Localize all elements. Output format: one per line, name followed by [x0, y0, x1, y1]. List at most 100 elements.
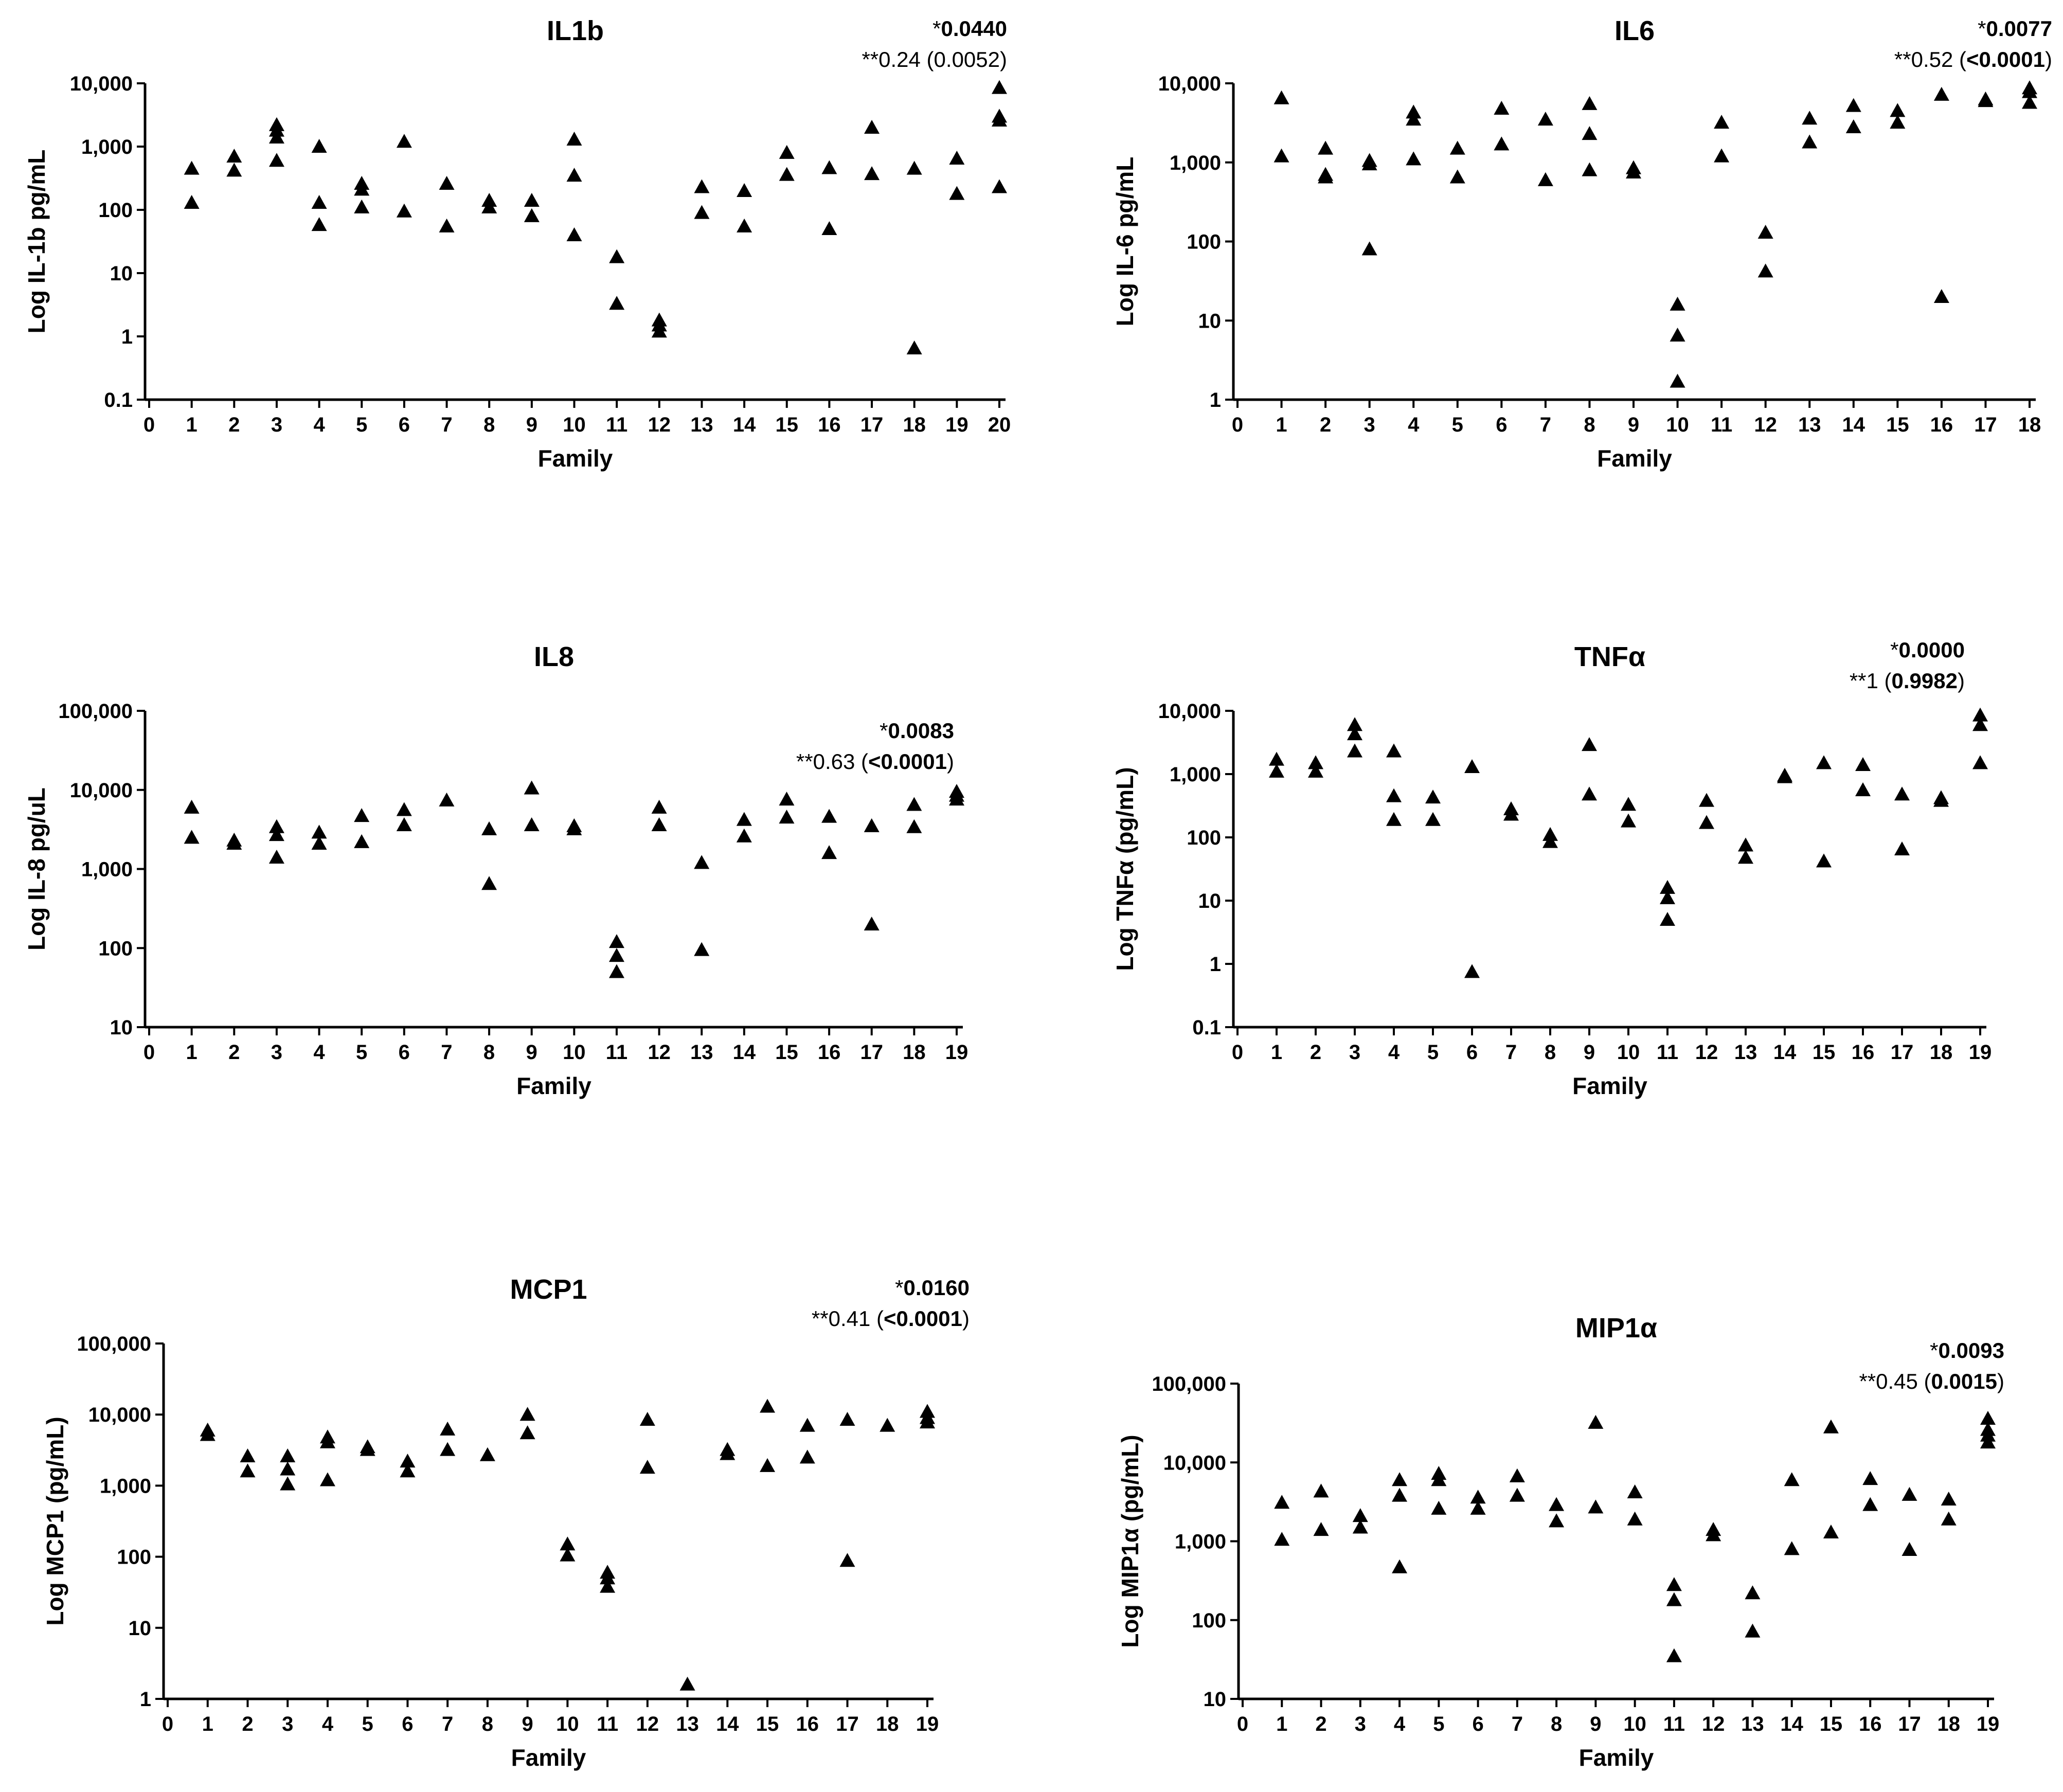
data-point-triangle [1816, 755, 1832, 769]
data-point-triangle [184, 830, 200, 844]
data-point-triangle [1823, 1419, 1839, 1433]
x-tick-label: 11 [606, 414, 627, 436]
x-tick-label: 9 [1590, 1713, 1601, 1735]
y-tick-label: 1,000 [100, 1475, 151, 1497]
y-tick-label: 10,000 [1158, 700, 1221, 723]
data-point-triangle [566, 131, 582, 146]
data-point-triangle [1862, 1471, 1878, 1485]
data-point-triangle [1582, 162, 1598, 176]
correlation-annotation: **0.24 (0.0052) [862, 47, 1007, 71]
x-tick-label: 16 [818, 1041, 841, 1064]
data-point-triangle [608, 934, 624, 948]
data-point-triangle [1318, 169, 1334, 184]
x-tick-label: 6 [399, 414, 410, 436]
x-tick-label: 18 [1937, 1713, 1960, 1735]
x-tick-label: 7 [1512, 1713, 1523, 1735]
chart-title: TNFα [1574, 641, 1645, 672]
data-point-triangle [949, 186, 965, 200]
data-point-triangle [1670, 328, 1685, 342]
data-point-triangle [1509, 1468, 1525, 1482]
data-point-triangle [1894, 841, 1910, 856]
data-point-triangle [779, 810, 795, 824]
x-tick-label: 1 [186, 414, 198, 436]
x-tick-label: 8 [482, 1713, 493, 1735]
data-point-triangle [280, 1476, 296, 1491]
p-value-annotation: *0.0083 [880, 719, 954, 743]
x-tick-label: 2 [1320, 414, 1331, 436]
data-point-triangle [737, 218, 752, 232]
data-point-triangle [1660, 880, 1675, 894]
y-axis-label: Log IL-8 pg/uL [23, 787, 50, 951]
data-point-triangle [1901, 1542, 1917, 1556]
data-point-triangle [439, 175, 455, 190]
x-tick-label: 14 [733, 414, 756, 436]
x-tick-label: 2 [242, 1713, 253, 1735]
x-tick-label: 14 [733, 1041, 756, 1064]
x-tick-label: 18 [1930, 1041, 1953, 1064]
x-tick-label: 7 [441, 1041, 452, 1064]
data-point-triangle [609, 249, 625, 263]
data-point-triangle [1845, 119, 1861, 133]
data-point-triangle [1406, 112, 1422, 126]
x-tick-label: 7 [442, 1713, 453, 1735]
y-tick-label: 1 [140, 1688, 151, 1711]
x-axis-label: Family [538, 445, 613, 472]
data-point-triangle [519, 1407, 535, 1421]
data-point-triangle [1823, 1525, 1839, 1539]
data-point-triangle [1745, 1623, 1761, 1638]
x-tick-label: 18 [876, 1713, 899, 1735]
x-tick-label: 2 [1315, 1713, 1326, 1735]
y-tick-label: 1,000 [1170, 152, 1221, 174]
x-tick-label: 15 [775, 1041, 798, 1064]
x-tick-label: 4 [313, 414, 325, 436]
data-point-triangle [1890, 115, 1906, 129]
x-tick-label: 12 [1695, 1041, 1718, 1064]
y-tick-label: 10,000 [70, 73, 133, 95]
data-point-triangle [651, 324, 667, 338]
x-axis-label: Family [1572, 1072, 1647, 1099]
x-tick-label: 9 [1628, 414, 1639, 436]
data-point-triangle [779, 792, 795, 806]
data-point-triangle [1670, 373, 1685, 388]
x-tick-label: 1 [1276, 1713, 1287, 1735]
data-point-triangle [992, 80, 1007, 94]
x-tick-label: 18 [903, 414, 926, 436]
x-tick-label: 13 [676, 1713, 699, 1735]
y-tick-label: 100,000 [77, 1333, 151, 1355]
data-point-triangle [1274, 1495, 1290, 1509]
x-tick-label: 10 [1617, 1041, 1640, 1064]
data-point-triangle [1980, 1435, 1996, 1449]
data-point-triangle [1745, 1585, 1761, 1600]
data-point-triangle [1588, 1414, 1604, 1429]
data-point-triangle [1666, 1577, 1682, 1591]
data-point-triangle [268, 827, 284, 841]
data-point-triangle [566, 227, 582, 241]
y-tick-label: 10 [1198, 310, 1222, 332]
x-tick-label: 19 [1977, 1713, 2000, 1735]
x-tick-label: 13 [690, 1041, 713, 1064]
data-point-triangle [864, 818, 880, 832]
x-tick-label: 15 [1820, 1713, 1843, 1735]
y-axis-label: Log MIP1α (pg/mL) [1117, 1435, 1143, 1647]
data-point-triangle [1627, 1511, 1643, 1526]
x-tick-label: 11 [1711, 414, 1732, 436]
data-point-triangle [1666, 1592, 1682, 1606]
data-point-triangle [1670, 296, 1685, 311]
p-value-annotation: *0.0000 [1890, 638, 1965, 662]
correlation-annotation: **1 (0.9982) [1850, 669, 1965, 693]
data-point-triangle [760, 1458, 776, 1472]
data-point-triangle [1449, 169, 1465, 184]
y-tick-label: 1,000 [81, 136, 133, 158]
x-tick-label: 8 [1584, 414, 1595, 436]
x-tick-label: 17 [1974, 414, 1997, 436]
y-axis-label: Log MCP1 (pg/mL) [42, 1417, 68, 1625]
data-point-triangle [1425, 790, 1441, 804]
data-point-triangle [1494, 136, 1510, 151]
data-point-triangle [524, 193, 540, 207]
x-tick-label: 20 [988, 414, 1011, 436]
data-point-triangle [354, 808, 370, 822]
y-axis-label: Log IL-1b pg/mL [23, 150, 50, 334]
data-point-triangle [1901, 1486, 1917, 1501]
x-tick-label: 6 [399, 1041, 410, 1064]
